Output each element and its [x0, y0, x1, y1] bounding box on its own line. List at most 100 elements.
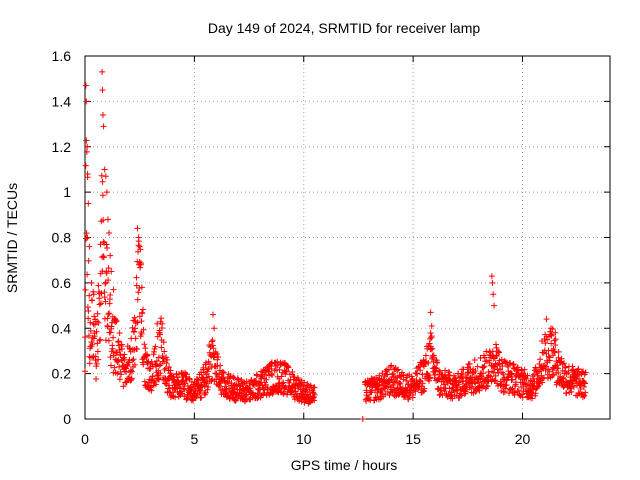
data-point	[494, 380, 501, 387]
data-point	[562, 364, 569, 371]
data-point	[483, 383, 490, 390]
data-point	[547, 325, 554, 332]
data-point	[199, 383, 206, 390]
data-point	[105, 265, 112, 272]
data-point	[89, 297, 96, 304]
data-point	[429, 345, 436, 352]
data-point	[115, 338, 122, 345]
data-point	[156, 329, 163, 336]
data-point	[387, 363, 394, 370]
data-point	[286, 379, 293, 386]
data-point	[87, 319, 94, 326]
data-point	[581, 392, 588, 399]
data-point	[539, 375, 546, 382]
data-point	[555, 348, 562, 355]
data-point	[449, 380, 456, 387]
data-point	[131, 361, 138, 368]
data-point	[134, 296, 141, 303]
data-point	[543, 350, 550, 357]
data-point	[140, 306, 147, 313]
data-point	[174, 374, 181, 381]
data-point	[427, 309, 434, 316]
data-point	[281, 384, 288, 391]
data-point	[274, 358, 281, 365]
data-point	[223, 386, 230, 393]
data-point	[159, 352, 166, 359]
data-point	[199, 375, 206, 382]
data-point	[132, 325, 139, 332]
data-point	[467, 383, 474, 390]
data-point	[262, 367, 269, 374]
data-point	[103, 241, 110, 248]
data-point	[427, 335, 434, 342]
data-point	[200, 364, 207, 371]
data-point	[276, 366, 283, 373]
data-point	[166, 364, 172, 371]
data-point	[132, 335, 139, 342]
data-point	[82, 334, 89, 341]
data-point	[100, 216, 107, 223]
data-point	[504, 374, 511, 381]
data-point	[516, 391, 523, 398]
data-point	[165, 385, 172, 392]
data-point	[420, 388, 427, 395]
data-point	[428, 346, 435, 353]
data-point	[240, 380, 247, 387]
data-point	[492, 341, 499, 348]
data-point	[120, 383, 127, 390]
data-point	[121, 351, 128, 358]
data-point	[542, 340, 549, 347]
data-point	[531, 367, 538, 374]
data-point	[493, 344, 500, 351]
data-point	[444, 393, 451, 400]
data-point	[541, 374, 548, 381]
data-point	[425, 359, 432, 366]
data-point	[518, 367, 525, 374]
data-point	[91, 321, 98, 328]
data-point	[96, 301, 103, 308]
data-point	[559, 374, 566, 381]
data-point	[170, 376, 177, 383]
data-point	[268, 360, 275, 367]
x-axis-title: GPS time / hours	[291, 457, 398, 473]
data-point	[211, 325, 218, 332]
data-point	[435, 375, 442, 382]
data-point	[197, 387, 204, 394]
data-point	[419, 380, 426, 387]
data-point	[198, 394, 205, 401]
data-point	[164, 356, 171, 363]
data-point	[223, 379, 230, 386]
data-point	[492, 377, 499, 384]
data-point	[84, 170, 91, 177]
data-point	[157, 370, 164, 377]
data-point	[213, 370, 220, 377]
data-point	[163, 360, 170, 367]
data-point	[160, 355, 167, 362]
data-point	[478, 373, 485, 380]
x-tick-label: 0	[81, 431, 89, 447]
data-point	[186, 375, 193, 382]
data-point	[555, 369, 562, 376]
data-point	[217, 362, 224, 369]
data-point	[282, 384, 289, 391]
data-point	[116, 376, 123, 383]
data-point	[170, 373, 177, 380]
data-point	[268, 371, 275, 378]
data-point	[546, 368, 553, 375]
data-point	[99, 87, 106, 94]
data-point	[100, 123, 107, 130]
y-tick-label: 1.6	[52, 48, 72, 64]
data-points	[82, 68, 589, 422]
data-point	[85, 315, 92, 322]
data-point	[158, 315, 165, 322]
data-point	[523, 375, 530, 382]
data-point	[104, 216, 111, 223]
data-point	[161, 348, 168, 355]
data-point	[183, 371, 190, 378]
data-point	[99, 111, 106, 118]
data-point	[560, 375, 567, 382]
data-point	[183, 396, 190, 403]
data-point	[103, 189, 110, 196]
data-point	[133, 346, 140, 353]
